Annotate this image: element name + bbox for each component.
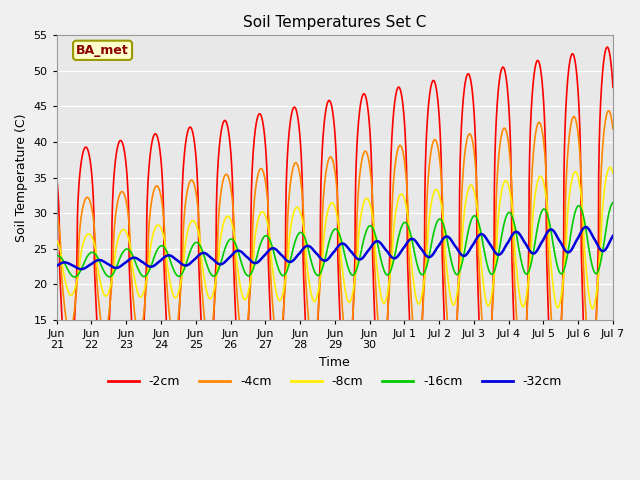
X-axis label: Time: Time	[319, 356, 350, 369]
Title: Soil Temperatures Set C: Soil Temperatures Set C	[243, 15, 426, 30]
Y-axis label: Soil Temperature (C): Soil Temperature (C)	[15, 113, 28, 242]
Legend: -2cm, -4cm, -8cm, -16cm, -32cm: -2cm, -4cm, -8cm, -16cm, -32cm	[102, 370, 567, 393]
Text: BA_met: BA_met	[76, 44, 129, 57]
